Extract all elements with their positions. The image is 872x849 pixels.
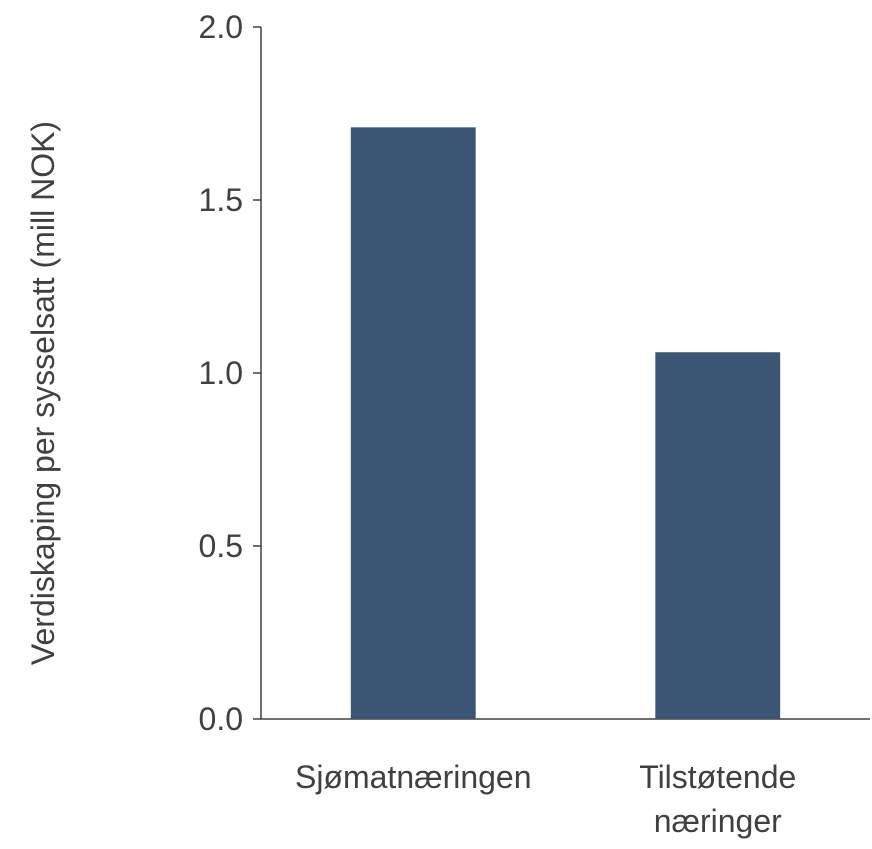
bar [655,352,781,719]
y-axis: 0.0 0.5 1.0 1.5 2.0 [199,9,262,737]
y-axis-title: Verdiskaping per sysselsatt (mill NOK) [25,121,61,665]
y-tick-label: 1.0 [199,355,243,391]
bar [350,127,476,720]
y-tick-label: 0.0 [199,701,243,737]
x-tick-label: Sjømatnæringen [295,759,532,795]
bars [350,127,781,720]
x-axis: Sjømatnæringen Tilstøtende næringer [261,718,870,839]
y-tick-label: 2.0 [199,9,243,45]
y-tick-label: 1.5 [199,182,243,218]
x-tick-label: Tilstøtende næringer [639,759,796,839]
y-tick-label: 0.5 [199,528,243,564]
